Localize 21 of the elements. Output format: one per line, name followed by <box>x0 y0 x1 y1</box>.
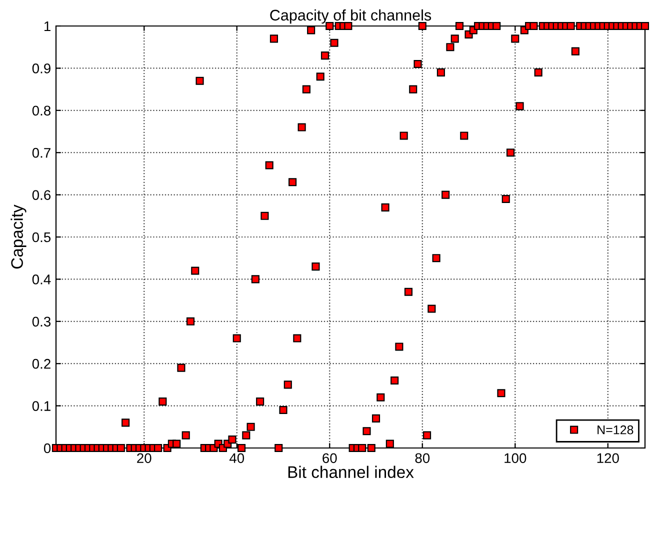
x-tick-label: 20 <box>137 453 152 464</box>
y-tick-label: 0.3 <box>32 316 51 327</box>
x-tick-label: 40 <box>229 453 244 464</box>
x-axis-title: Bit channel index <box>288 466 414 478</box>
x-tick-label: 100 <box>504 453 526 464</box>
y-tick-label: 0.9 <box>32 64 50 74</box>
y-tick-label: 0.6 <box>32 190 51 200</box>
y-tick-label: 0.2 <box>32 358 50 369</box>
x-tick-label: 60 <box>322 453 337 464</box>
y-tick-label: 0.8 <box>32 106 51 116</box>
y-tick-label: 1 <box>44 21 50 32</box>
x-tick-label: 80 <box>415 453 430 464</box>
y-tick-label: 0.4 <box>32 274 51 284</box>
y-tick-label: 0.1 <box>32 401 50 411</box>
chart-title: Capacity of bit channels <box>270 9 432 24</box>
y-tick-label: 0.5 <box>32 232 51 242</box>
y-axis-title: Capacity <box>10 204 26 269</box>
x-tick-label: 120 <box>597 453 619 464</box>
legend-label: N=128 <box>598 425 634 434</box>
y-tick-label: 0 <box>44 443 51 454</box>
y-tick-label: 0.7 <box>32 148 50 158</box>
